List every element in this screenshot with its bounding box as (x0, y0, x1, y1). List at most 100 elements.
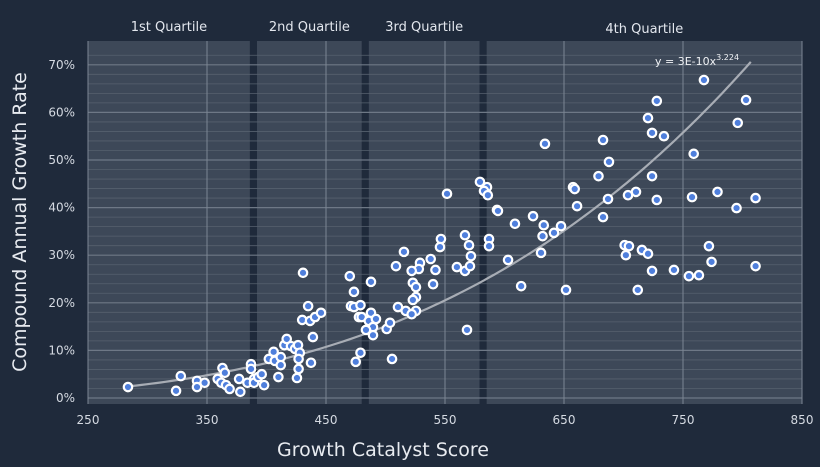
data-point (293, 363, 304, 375)
y-tick-label: 60% (48, 105, 75, 119)
data-point (642, 248, 654, 260)
data-point (348, 286, 360, 298)
data-point (668, 264, 680, 276)
data-point (620, 249, 632, 261)
x-tick-label: 550 (434, 413, 457, 427)
data-point (509, 218, 521, 230)
data-point (441, 188, 453, 200)
data-point (686, 191, 698, 203)
data-point (344, 270, 356, 282)
data-point (630, 186, 642, 198)
data-point (539, 138, 551, 150)
data-point (410, 281, 422, 293)
data-point (603, 156, 615, 168)
data-point (732, 117, 744, 129)
data-point (464, 260, 476, 272)
quartile-panel (256, 41, 362, 404)
data-point (365, 276, 377, 288)
data-point (482, 189, 494, 201)
quartile-panel (368, 41, 480, 404)
y-axis-ticks: 0% 10% 20% 30% 40% 50% 60% 70% (48, 58, 75, 405)
quartile-label: 2nd Quartile (269, 20, 350, 35)
y-axis-label: Compound Annual Growth Rate (9, 72, 31, 372)
data-point (434, 241, 446, 253)
x-axis-label: Growth Catalyst Score (277, 439, 489, 461)
gridlines (87, 41, 803, 404)
data-point (538, 219, 550, 231)
data-point (406, 265, 417, 277)
quartile-panel (486, 41, 802, 404)
y-tick-label: 40% (48, 201, 75, 215)
data-point (224, 383, 235, 395)
y-tick-label: 30% (48, 248, 75, 262)
data-point (191, 381, 203, 393)
data-point (693, 269, 705, 281)
quartile-label: 3rd Quartile (385, 20, 463, 35)
data-point (465, 250, 477, 262)
data-point (355, 347, 366, 359)
quartile-label: 1st Quartile (131, 20, 207, 35)
data-point (731, 202, 742, 214)
data-point (632, 284, 644, 296)
data-point (273, 371, 284, 383)
data-point (555, 220, 567, 232)
data-point (199, 377, 210, 389)
data-point (233, 373, 245, 385)
data-point (683, 270, 695, 282)
data-point (370, 313, 382, 325)
data-point (527, 210, 539, 222)
data-point (569, 183, 581, 195)
y-tick-label: 50% (48, 153, 75, 167)
x-tick-label: 450 (315, 413, 338, 427)
data-point (275, 359, 287, 371)
data-point (474, 176, 486, 188)
data-point (256, 368, 268, 380)
data-point (651, 194, 663, 206)
data-point (651, 95, 663, 107)
data-point (307, 331, 319, 343)
data-point (425, 253, 437, 265)
data-point (698, 74, 710, 86)
data-point (175, 370, 187, 382)
data-point (461, 324, 473, 336)
data-point (483, 240, 495, 252)
data-point (537, 230, 548, 242)
y-tick-label: 20% (48, 296, 75, 310)
data-point (315, 307, 327, 319)
x-tick-label: 650 (553, 413, 576, 427)
quartile-panel (88, 41, 250, 404)
data-point (548, 227, 560, 239)
x-tick-label: 850 (791, 413, 814, 427)
data-point (355, 299, 366, 311)
x-tick-label: 250 (77, 413, 100, 427)
data-point (571, 200, 583, 212)
quartile-label: 4th Quartile (605, 22, 683, 37)
trendline (127, 61, 752, 388)
data-point (384, 317, 396, 329)
data-point (602, 193, 614, 205)
data-point (407, 294, 419, 306)
data-point (658, 130, 670, 142)
data-point (515, 280, 527, 292)
data-point (740, 94, 752, 106)
data-point (560, 284, 572, 296)
data-point (386, 353, 398, 365)
data-point (712, 186, 723, 198)
data-point (597, 211, 609, 223)
data-point (305, 357, 317, 369)
data-point (502, 254, 514, 266)
y-tick-label: 70% (48, 58, 75, 72)
data-points (122, 74, 761, 398)
data-point (350, 356, 362, 368)
x-axis-ticks: 250 350 450 550 650 750 850 (77, 413, 814, 427)
x-tick-label: 750 (672, 413, 695, 427)
data-point (706, 256, 717, 268)
data-point (646, 170, 658, 182)
data-point (302, 300, 314, 312)
data-point (122, 381, 134, 393)
data-point (623, 240, 635, 252)
y-tick-label: 10% (48, 343, 75, 357)
data-point (245, 363, 257, 375)
data-point (360, 324, 372, 336)
